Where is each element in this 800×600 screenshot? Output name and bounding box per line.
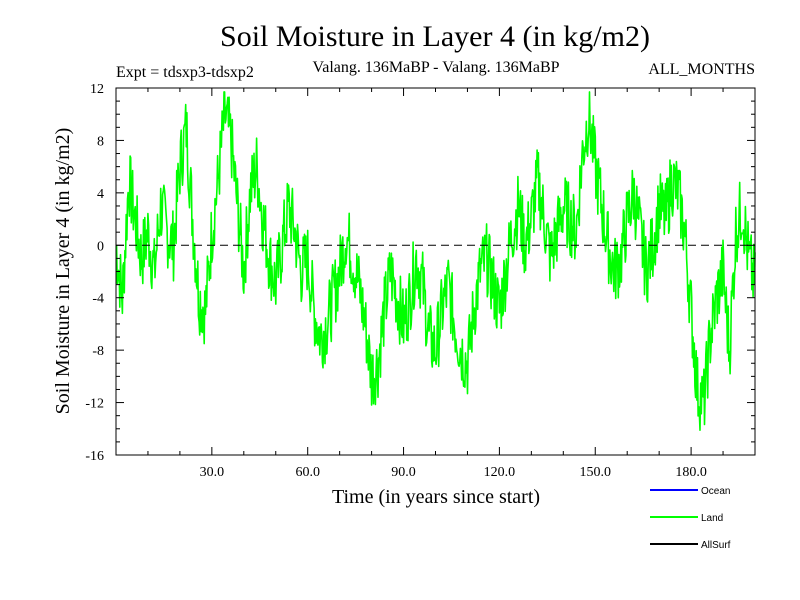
y-tick-label: -12	[85, 397, 104, 412]
subtitle-months: ALL_MONTHS	[648, 61, 755, 78]
x-tick-label: 90.0	[391, 465, 416, 480]
legend: Ocean Land AllSurf	[650, 486, 731, 551]
y-tick-label: -4	[92, 292, 104, 307]
y-tick-label: 12	[90, 82, 104, 97]
y-tick-label: -8	[92, 344, 104, 359]
series-layer	[115, 91, 756, 432]
x-tick-label: 120.0	[484, 465, 516, 480]
x-tick-label: 150.0	[580, 465, 612, 480]
x-tick-label: 60.0	[295, 465, 320, 480]
y-axis-label: Soil Moisture in Layer 4 (in kg/m2)	[52, 128, 74, 415]
legend-label-allsurf: AllSurf	[701, 540, 731, 551]
subtitle-experiment: Expt = tdsxp3-tdsxp2	[116, 64, 254, 81]
x-tick-label: 180.0	[675, 465, 707, 480]
y-tick-label: 4	[97, 187, 104, 202]
ticks-layer: -16 -12 -8 -4 0 4 8 12 30.0 60.0 90.0 120.0 150.0 180…	[85, 82, 755, 480]
chart-title: Soil Moisture in Layer 4 (in kg/m2)	[220, 20, 650, 53]
y-tick-label: 0	[97, 239, 104, 254]
series-line-land	[115, 91, 756, 432]
y-tick-label: 8	[97, 134, 104, 149]
y-tick-label: -16	[85, 449, 104, 464]
subtitle-period: Valang. 136MaBP - Valang. 136MaBP	[312, 59, 559, 76]
x-tick-label: 30.0	[200, 465, 225, 480]
legend-label-land: Land	[701, 513, 723, 524]
plot-frame	[115, 87, 756, 456]
x-axis-label: Time (in years since start)	[332, 486, 540, 508]
legend-label-ocean: Ocean	[701, 486, 730, 497]
